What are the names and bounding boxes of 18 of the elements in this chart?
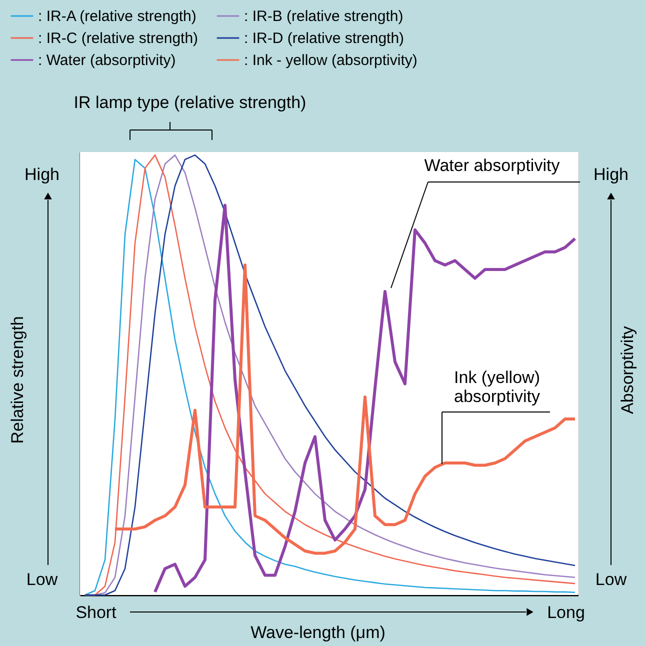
legend-label: : Water (absorptivity) <box>38 52 176 69</box>
text: High <box>24 165 60 184</box>
x-axis-title: Wave-length (μm) <box>250 623 386 642</box>
annotation: Water absorptivity <box>424 156 560 175</box>
y2-axis-title: Absorptivity <box>618 326 637 414</box>
text: Short <box>76 603 117 622</box>
text: Long <box>547 603 585 622</box>
legend-label: : Ink - yellow (absorptivity) <box>244 52 418 69</box>
y-axis-title: Relative strength <box>8 316 27 444</box>
text: Low <box>595 570 628 589</box>
text: High <box>594 165 628 184</box>
legend-label: : IR-A (relative strength) <box>38 8 196 25</box>
legend-label: : IR-D (relative strength) <box>244 30 404 47</box>
text: IR lamp type (relative strength) <box>74 93 306 112</box>
legend-label: : IR-B (relative strength) <box>244 8 404 25</box>
annotation: Ink (yellow) absorptivity <box>454 368 540 406</box>
text: Low <box>26 570 58 589</box>
legend-label: : IR-C (relative strength) <box>38 30 198 47</box>
